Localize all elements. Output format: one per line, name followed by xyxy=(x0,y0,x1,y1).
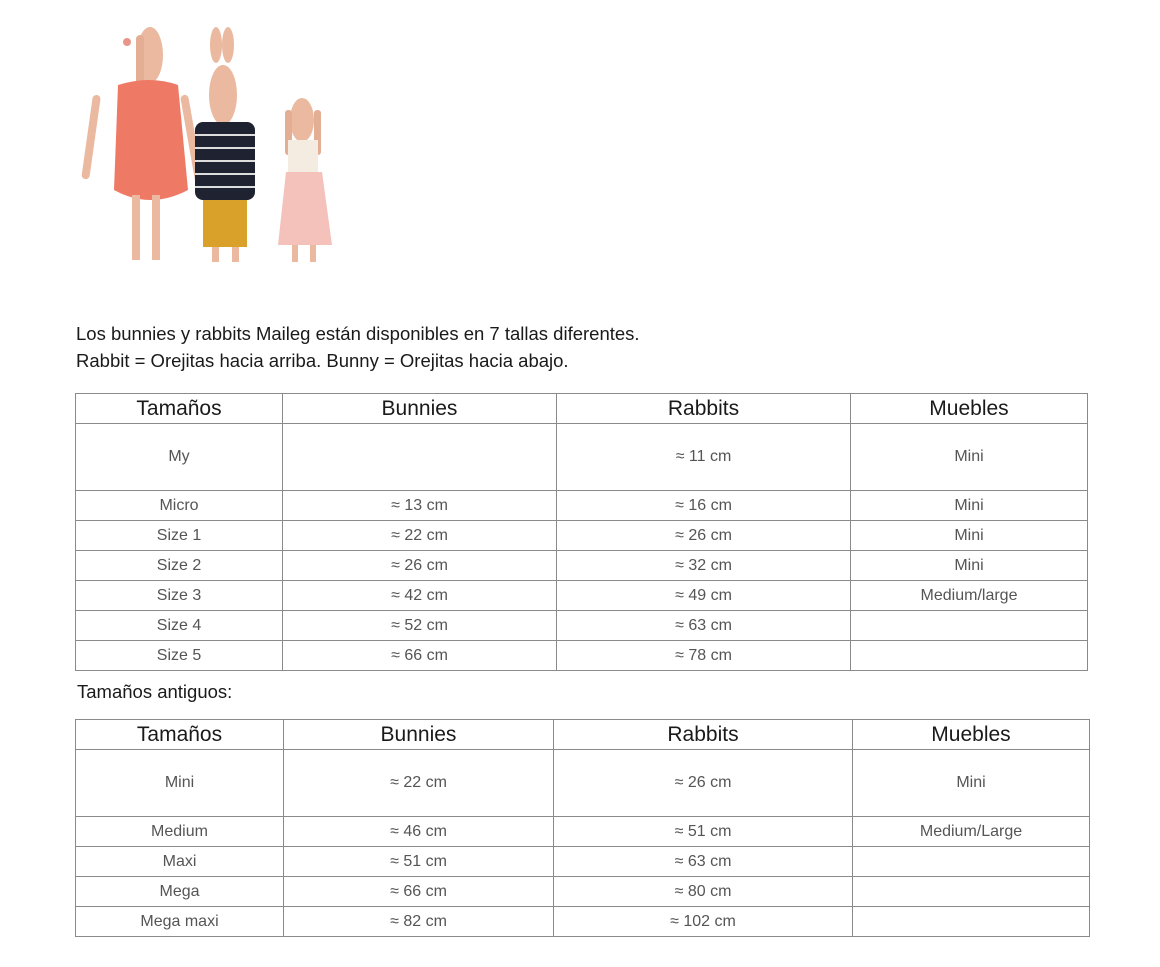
header-tamanos: Tamaños xyxy=(75,719,284,750)
sizes-table: Tamaños Bunnies Rabbits Muebles My ≈ 11 c… xyxy=(75,393,1088,671)
cell-muebles xyxy=(852,846,1090,877)
cell-size: Mega maxi xyxy=(75,906,284,937)
cell-size: Medium xyxy=(75,816,284,847)
cell-size: Mini xyxy=(75,749,284,817)
cell-size: Size 4 xyxy=(75,610,283,641)
table-row: Medium ≈ 46 cm ≈ 51 cm Medium/Large xyxy=(75,816,1090,847)
cell-rabbits: ≈ 49 cm xyxy=(556,580,851,611)
cell-bunnies: ≈ 51 cm xyxy=(283,846,554,877)
cell-bunnies: ≈ 42 cm xyxy=(282,580,557,611)
cell-rabbits: ≈ 26 cm xyxy=(553,749,853,817)
cell-muebles xyxy=(852,876,1090,907)
cell-bunnies: ≈ 26 cm xyxy=(282,550,557,581)
cell-bunnies xyxy=(282,423,557,491)
cell-size: My xyxy=(75,423,283,491)
header-muebles: Muebles xyxy=(852,719,1090,750)
cell-size: Mega xyxy=(75,876,284,907)
table-row: Micro ≈ 13 cm ≈ 16 cm Mini xyxy=(75,490,1088,521)
cell-bunnies: ≈ 13 cm xyxy=(282,490,557,521)
header-tamanos: Tamaños xyxy=(75,393,283,424)
header-bunnies: Bunnies xyxy=(283,719,554,750)
cell-muebles: Mini xyxy=(850,550,1088,581)
cell-size: Size 5 xyxy=(75,640,283,671)
bunnies-product-photo xyxy=(81,27,332,262)
cell-muebles: Mini xyxy=(850,490,1088,521)
cell-size: Size 3 xyxy=(75,580,283,611)
table-row: Size 3 ≈ 42 cm ≈ 49 cm Medium/large xyxy=(75,580,1088,611)
header-bunnies: Bunnies xyxy=(282,393,557,424)
table-header-row: Tamaños Bunnies Rabbits Muebles xyxy=(75,719,1090,750)
table-row: Size 2 ≈ 26 cm ≈ 32 cm Mini xyxy=(75,550,1088,581)
cell-rabbits: ≈ 26 cm xyxy=(556,520,851,551)
cell-rabbits: ≈ 63 cm xyxy=(553,846,853,877)
header-rabbits: Rabbits xyxy=(556,393,851,424)
cell-bunnies: ≈ 52 cm xyxy=(282,610,557,641)
table-row: Size 1 ≈ 22 cm ≈ 26 cm Mini xyxy=(75,520,1088,551)
cell-bunnies: ≈ 66 cm xyxy=(283,876,554,907)
cell-bunnies: ≈ 82 cm xyxy=(283,906,554,937)
intro-text: Los bunnies y rabbits Maileg están dispo… xyxy=(76,320,640,374)
cell-muebles xyxy=(852,906,1090,937)
cell-size: Maxi xyxy=(75,846,284,877)
intro-line-1: Los bunnies y rabbits Maileg están dispo… xyxy=(76,323,640,344)
cell-muebles xyxy=(850,640,1088,671)
table-row: Size 5 ≈ 66 cm ≈ 78 cm xyxy=(75,640,1088,671)
cell-rabbits: ≈ 11 cm xyxy=(556,423,851,491)
table-row: Mini ≈ 22 cm ≈ 26 cm Mini xyxy=(75,749,1090,817)
cell-bunnies: ≈ 66 cm xyxy=(282,640,557,671)
cell-size: Micro xyxy=(75,490,283,521)
cell-muebles: Mini xyxy=(852,749,1090,817)
cell-bunnies: ≈ 46 cm xyxy=(283,816,554,847)
old-sizes-table: Tamaños Bunnies Rabbits Muebles Mini ≈ 22… xyxy=(75,719,1090,937)
table-row: Mega maxi ≈ 82 cm ≈ 102 cm xyxy=(75,906,1090,937)
cell-rabbits: ≈ 51 cm xyxy=(553,816,853,847)
cell-rabbits: ≈ 16 cm xyxy=(556,490,851,521)
table-header-row: Tamaños Bunnies Rabbits Muebles xyxy=(75,393,1088,424)
cell-rabbits: ≈ 32 cm xyxy=(556,550,851,581)
cell-muebles xyxy=(850,610,1088,641)
cell-muebles: Mini xyxy=(850,520,1088,551)
table-row: Mega ≈ 66 cm ≈ 80 cm xyxy=(75,876,1090,907)
table-row: Size 4 ≈ 52 cm ≈ 63 cm xyxy=(75,610,1088,641)
cell-muebles: Mini xyxy=(850,423,1088,491)
cell-rabbits: ≈ 102 cm xyxy=(553,906,853,937)
old-sizes-title: Tamaños antiguos: xyxy=(77,681,233,702)
intro-line-2: Rabbit = Orejitas hacia arriba. Bunny = … xyxy=(76,350,569,371)
cell-muebles: Medium/large xyxy=(850,580,1088,611)
cell-size: Size 2 xyxy=(75,550,283,581)
cell-bunnies: ≈ 22 cm xyxy=(283,749,554,817)
cell-size: Size 1 xyxy=(75,520,283,551)
cell-muebles: Medium/Large xyxy=(852,816,1090,847)
table-row: Maxi ≈ 51 cm ≈ 63 cm xyxy=(75,846,1090,877)
header-muebles: Muebles xyxy=(850,393,1088,424)
table-row: My ≈ 11 cm Mini xyxy=(75,423,1088,491)
cell-rabbits: ≈ 63 cm xyxy=(556,610,851,641)
header-rabbits: Rabbits xyxy=(553,719,853,750)
cell-bunnies: ≈ 22 cm xyxy=(282,520,557,551)
cell-rabbits: ≈ 80 cm xyxy=(553,876,853,907)
cell-rabbits: ≈ 78 cm xyxy=(556,640,851,671)
